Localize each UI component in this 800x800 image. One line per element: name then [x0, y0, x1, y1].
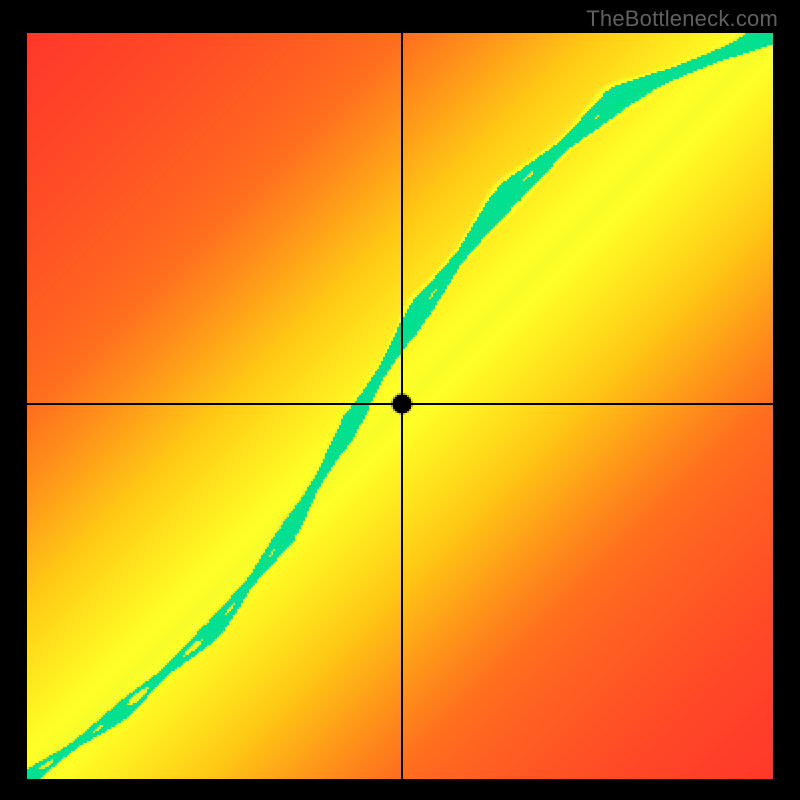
bottleneck-heatmap: [27, 33, 773, 779]
figure-frame: TheBottleneck.com: [0, 0, 800, 800]
watermark-text: TheBottleneck.com: [586, 6, 778, 32]
